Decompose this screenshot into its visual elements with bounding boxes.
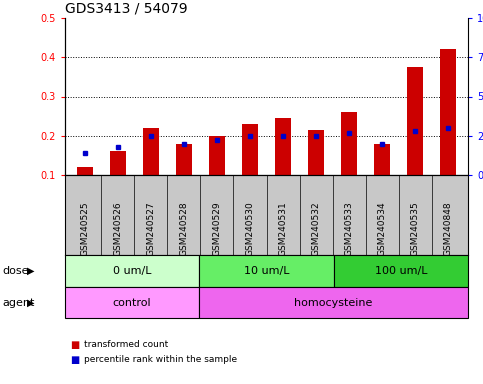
Text: percentile rank within the sample: percentile rank within the sample — [85, 356, 238, 364]
Bar — [176, 144, 192, 175]
Text: ▶: ▶ — [27, 298, 34, 308]
Bar — [199, 287, 468, 318]
Text: 10 um/L: 10 um/L — [244, 266, 289, 276]
Bar — [308, 130, 324, 175]
Bar — [209, 136, 225, 175]
Text: 0 um/L: 0 um/L — [113, 266, 151, 276]
Text: homocysteine: homocysteine — [295, 298, 373, 308]
Bar — [407, 67, 424, 175]
Text: control: control — [113, 298, 152, 308]
Text: ■: ■ — [70, 339, 79, 350]
Bar — [242, 124, 258, 175]
Bar — [440, 50, 456, 175]
Text: 100 um/L: 100 um/L — [375, 266, 427, 276]
Bar — [275, 118, 291, 175]
Bar — [374, 144, 390, 175]
Bar — [65, 255, 199, 287]
Text: ■: ■ — [70, 355, 79, 365]
Bar — [110, 151, 126, 175]
Text: dose: dose — [2, 266, 29, 276]
Text: ▶: ▶ — [27, 266, 34, 276]
Bar — [142, 128, 159, 175]
Text: agent: agent — [2, 298, 35, 308]
Bar — [334, 255, 468, 287]
Text: transformed count: transformed count — [85, 340, 169, 349]
Text: GDS3413 / 54079: GDS3413 / 54079 — [65, 2, 187, 15]
Bar — [77, 167, 93, 175]
Bar — [199, 255, 334, 287]
Bar — [65, 287, 199, 318]
Bar — [341, 112, 357, 175]
